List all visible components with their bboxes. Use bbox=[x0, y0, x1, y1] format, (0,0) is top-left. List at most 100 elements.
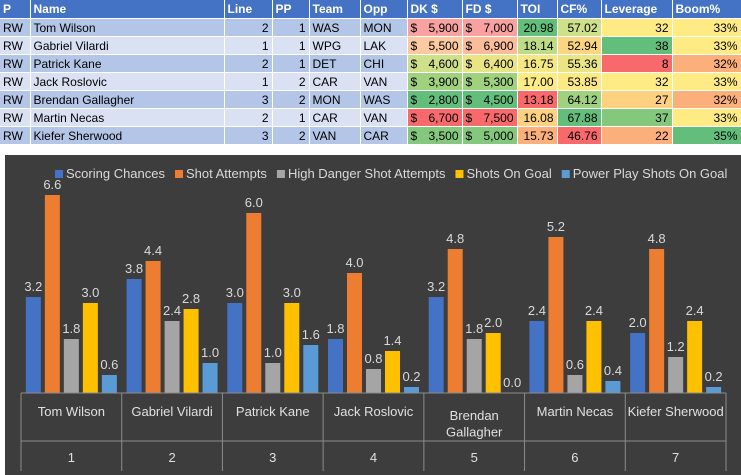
data-label-2-2: 4.4 bbox=[144, 243, 162, 258]
data-label-4-6: 2.4 bbox=[585, 303, 603, 318]
category-index-7: 7 bbox=[672, 450, 679, 465]
cell-cf: 67.88 bbox=[557, 108, 602, 127]
cell-boom: 32% bbox=[672, 90, 741, 109]
legend-label-2: Shot Attempts bbox=[186, 166, 267, 181]
cell-team: VAN bbox=[309, 126, 361, 145]
data-label-2-5: 4.8 bbox=[446, 231, 464, 246]
currency-symbol: $ bbox=[410, 110, 418, 125]
cell-opp: LAK bbox=[360, 36, 408, 55]
bar-2-7 bbox=[649, 249, 665, 393]
cell-name: Martin Necas bbox=[30, 108, 225, 127]
data-label-5-3: 1.6 bbox=[302, 327, 320, 342]
cell-line: 3 bbox=[224, 126, 273, 145]
cell-team: WPG bbox=[309, 36, 361, 55]
bar-1-1 bbox=[25, 297, 41, 393]
cell-position: RW bbox=[0, 54, 31, 73]
col-header-toi: TOI bbox=[517, 0, 558, 19]
legend-swatch-2 bbox=[175, 170, 183, 178]
col-header-boom: Boom% bbox=[672, 0, 741, 19]
bar-2-6 bbox=[548, 237, 564, 393]
currency-symbol: $ bbox=[465, 128, 473, 143]
data-label-3-1: 1.8 bbox=[62, 321, 80, 336]
table-row: RW Gabriel Vilardi 1 1 WPG LAK $5,500 $6… bbox=[0, 36, 741, 55]
cell-fd-salary: $5,000 bbox=[462, 126, 518, 145]
cell-toi: 16.75 bbox=[517, 54, 558, 73]
fd-amount: 5,300 bbox=[483, 74, 514, 89]
cell-boom: 33% bbox=[672, 36, 741, 55]
data-label-1-6: 2.4 bbox=[528, 303, 546, 318]
cell-dk-salary: $3,500 bbox=[407, 126, 463, 145]
data-label-2-7: 4.8 bbox=[648, 231, 666, 246]
legend-label-3: High Danger Shot Attempts bbox=[288, 166, 446, 181]
cell-team: CAR bbox=[309, 108, 361, 127]
col-header-pp: PP bbox=[272, 0, 310, 19]
currency-symbol: $ bbox=[410, 38, 418, 53]
cell-opp: WAS bbox=[360, 90, 408, 109]
data-label-1-7: 2.0 bbox=[629, 315, 647, 330]
cell-leverage: 22 bbox=[601, 126, 673, 145]
category-index-1: 1 bbox=[68, 450, 75, 465]
category-label-4: Jack Roslovic bbox=[334, 404, 414, 419]
data-label-3-7: 1.2 bbox=[667, 339, 685, 354]
cell-toi: 13.18 bbox=[517, 90, 558, 109]
col-header-line: Line bbox=[224, 0, 273, 19]
bar-5-3 bbox=[303, 345, 319, 393]
category-index-4: 4 bbox=[370, 450, 377, 465]
data-label-1-4: 1.8 bbox=[326, 321, 344, 336]
data-label-4-2: 2.8 bbox=[182, 291, 200, 306]
cell-boom: 32% bbox=[672, 54, 741, 73]
dk-amount: 3,900 bbox=[428, 74, 459, 89]
col-header-opp: Opp bbox=[360, 0, 408, 19]
bar-3-3 bbox=[265, 363, 281, 393]
table-row: RW Kiefer Sherwood 3 2 VAN CAR $3,500 $5… bbox=[0, 126, 741, 145]
data-label-3-2: 2.4 bbox=[163, 303, 181, 318]
bar-chart: Scoring Chances Shot Attempts High Danger … bbox=[5, 155, 741, 475]
data-label-5-6: 0.4 bbox=[604, 363, 622, 378]
data-label-5-1: 0.6 bbox=[100, 357, 118, 372]
col-header-position: P bbox=[0, 0, 31, 19]
data-label-2-4: 4.0 bbox=[345, 255, 363, 270]
table-row: RW Patrick Kane 2 1 DET CHI $4,600 $6,40… bbox=[0, 54, 741, 73]
bar-1-3 bbox=[227, 303, 243, 393]
bar-5-1 bbox=[101, 375, 117, 393]
cell-leverage: 27 bbox=[601, 90, 673, 109]
category-label-3: Patrick Kane bbox=[236, 404, 310, 419]
legend-swatch-5 bbox=[561, 170, 570, 178]
data-label-4-7: 2.4 bbox=[686, 303, 704, 318]
cell-line: 2 bbox=[224, 54, 273, 73]
cell-pp: 2 bbox=[272, 72, 310, 91]
bar-4-6 bbox=[586, 321, 602, 393]
dk-amount: 5,500 bbox=[428, 38, 459, 53]
category-label-line: Brendan bbox=[450, 408, 499, 423]
bar-3-4 bbox=[366, 369, 381, 393]
legend-swatch-4 bbox=[455, 170, 464, 178]
bar-3-1 bbox=[63, 339, 79, 393]
currency-symbol: $ bbox=[465, 38, 473, 53]
bar-1-6 bbox=[529, 321, 545, 393]
table-row: RW Brendan Gallagher 3 2 MON WAS $2,800 … bbox=[0, 90, 741, 109]
legend-label-5: Power Play Shots On Goal bbox=[573, 166, 728, 181]
cell-dk-salary: $2,800 bbox=[407, 90, 463, 109]
currency-symbol: $ bbox=[410, 20, 418, 35]
data-label-3-6: 0.6 bbox=[566, 357, 584, 372]
bar-3-2 bbox=[164, 321, 180, 393]
data-label-5-2: 1.0 bbox=[201, 345, 219, 360]
category-index-3: 3 bbox=[269, 450, 276, 465]
currency-symbol: $ bbox=[465, 56, 473, 71]
cell-leverage: 37 bbox=[601, 108, 673, 127]
data-label-2-1: 6.6 bbox=[43, 177, 61, 192]
cell-boom: 35% bbox=[672, 126, 741, 145]
dk-amount: 5,900 bbox=[428, 20, 459, 35]
cell-name: Tom Wilson bbox=[30, 18, 225, 37]
col-header-fd-salary: FD $ bbox=[462, 0, 518, 19]
data-label-1-2: 3.8 bbox=[125, 261, 143, 276]
cell-position: RW bbox=[0, 18, 31, 37]
bar-4-1 bbox=[82, 303, 98, 393]
cell-pp: 1 bbox=[272, 36, 310, 55]
category-label-2: Gabriel Vilardi bbox=[131, 404, 213, 419]
legend-label-4: Shots On Goal bbox=[466, 166, 551, 181]
cell-toi: 16.08 bbox=[517, 108, 558, 127]
cell-position: RW bbox=[0, 108, 31, 127]
cell-fd-salary: $6,400 bbox=[462, 54, 518, 73]
legend-label-1: Scoring Chances bbox=[66, 166, 165, 181]
